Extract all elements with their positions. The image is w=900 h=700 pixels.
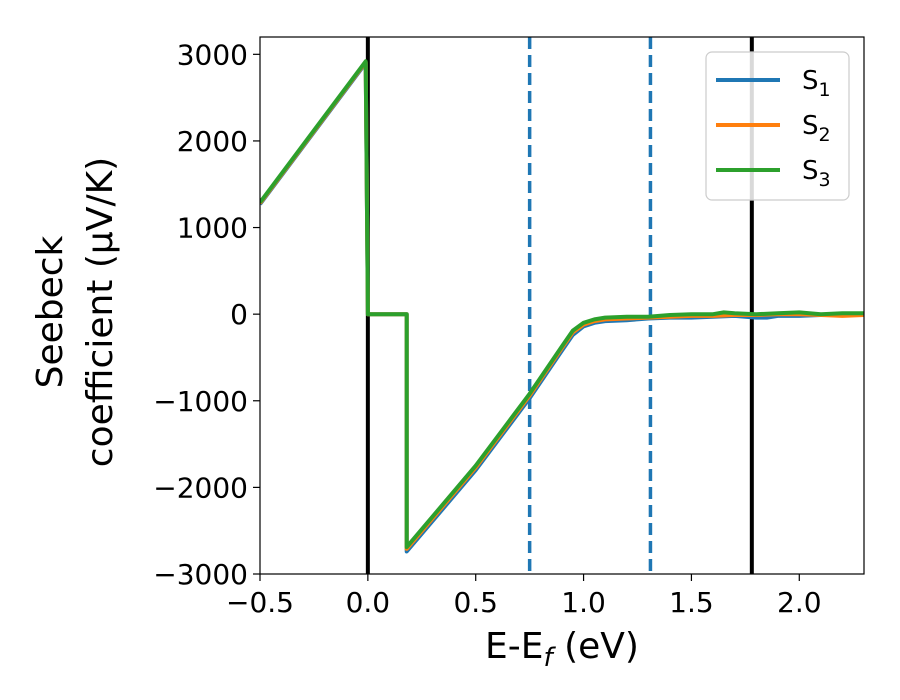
y-axis: −3000 −2000 −1000 0 1000 2000 3000 bbox=[153, 38, 260, 591]
y-tick-label: −1000 bbox=[153, 385, 248, 418]
y-tick-label: 3000 bbox=[177, 38, 248, 71]
series-lines bbox=[260, 59, 864, 554]
y-tick-label: −2000 bbox=[153, 471, 248, 504]
x-tick-label: 1.5 bbox=[669, 586, 714, 619]
y-tick-label: 2000 bbox=[177, 125, 248, 158]
reference-lines bbox=[365, 37, 754, 574]
x-tick-label: 1.0 bbox=[561, 586, 606, 619]
x-tick-label: 0.5 bbox=[453, 586, 498, 619]
legend-label-2: S2 bbox=[802, 111, 831, 146]
x-axis: −0.5 0.0 0.5 1.0 1.5 2.0 bbox=[226, 574, 822, 619]
y-tick-label: −3000 bbox=[153, 558, 248, 591]
x-tick-label: 0.0 bbox=[346, 586, 391, 619]
plot-frame bbox=[259, 36, 865, 575]
x-tick-label: −0.5 bbox=[226, 586, 294, 619]
legend-label-3: S3 bbox=[802, 156, 831, 191]
y-tick-label: 1000 bbox=[177, 212, 248, 245]
y-axis-label-line1: Seebeck bbox=[30, 235, 71, 388]
series-line-3 bbox=[260, 59, 864, 550]
legend-label-1: S1 bbox=[802, 66, 831, 101]
y-tick-label: 0 bbox=[230, 298, 248, 331]
legend: S1 S2 S3 bbox=[705, 51, 850, 201]
y-axis-label-line2: coefficient (μV/K) bbox=[80, 157, 121, 467]
x-axis-label: E-Ef (eV) bbox=[485, 626, 639, 673]
x-tick-label: 2.0 bbox=[777, 586, 822, 619]
